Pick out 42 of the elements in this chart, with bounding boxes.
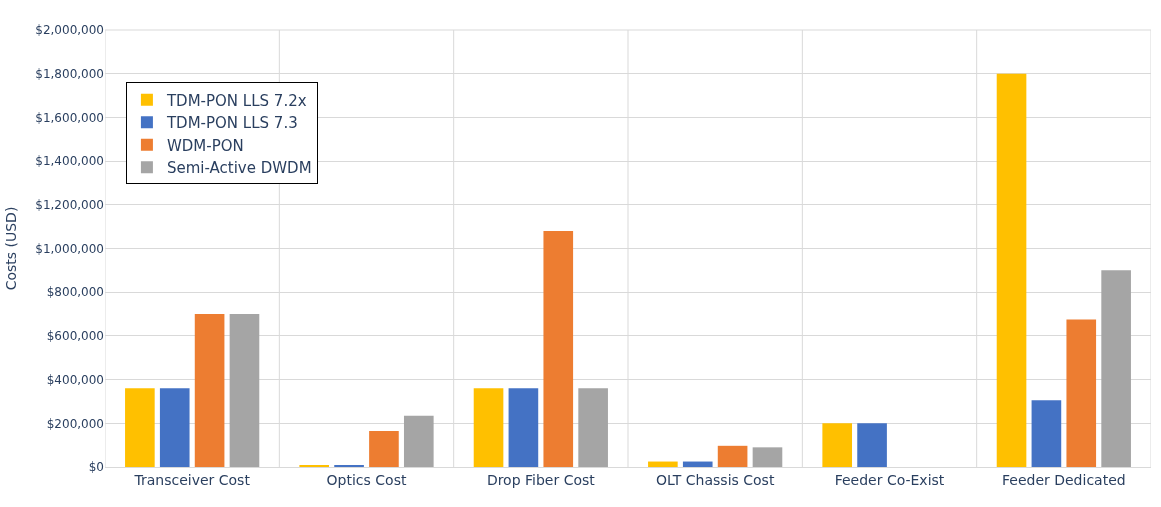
bar bbox=[857, 423, 887, 467]
bar bbox=[194, 314, 225, 467]
x-tick-label: Feeder Co-Exist bbox=[834, 471, 945, 488]
y-axis-title: Costs (USD) bbox=[2, 206, 19, 291]
bar bbox=[996, 73, 1027, 467]
y-tick-label: $1,000,000 bbox=[35, 241, 104, 256]
bar bbox=[508, 388, 539, 467]
bar bbox=[543, 231, 574, 467]
bar bbox=[717, 445, 748, 467]
y-tick-label: $0 bbox=[88, 460, 104, 475]
y-tick-label: $1,200,000 bbox=[35, 198, 104, 212]
x-tick-label: Transceiver Cost bbox=[133, 471, 251, 488]
x-tick-label: Drop Fiber Cost bbox=[486, 471, 596, 488]
y-tick-label: $1,600,000 bbox=[35, 110, 104, 125]
legend-label: TDM-PON LLS 7.3 bbox=[165, 114, 298, 133]
bar bbox=[473, 388, 504, 467]
bar bbox=[752, 447, 783, 467]
bar bbox=[369, 430, 399, 467]
y-tick-label: $400,000 bbox=[46, 372, 104, 387]
y-tick-label: $800,000 bbox=[46, 285, 104, 300]
bar bbox=[1031, 400, 1062, 467]
bar bbox=[822, 423, 853, 467]
legend-label: WDM-PON bbox=[166, 136, 244, 155]
legend-label: Semi-Active DWDM bbox=[166, 159, 312, 178]
bar bbox=[648, 461, 678, 467]
y-tick-label: $200,000 bbox=[46, 416, 104, 431]
y-tick-label: $1,800,000 bbox=[35, 66, 104, 81]
x-tick-label: Feeder Dedicated bbox=[1002, 471, 1126, 488]
bar bbox=[1066, 319, 1097, 467]
y-tick-label: $2,000,000 bbox=[35, 23, 104, 38]
x-tick-label: OLT Chassis Cost bbox=[655, 471, 775, 488]
bar bbox=[682, 461, 713, 467]
bar bbox=[403, 415, 434, 467]
bar bbox=[125, 388, 155, 467]
bar bbox=[229, 314, 260, 467]
bar bbox=[1101, 270, 1131, 467]
bar bbox=[159, 388, 190, 467]
y-tick-label: $600,000 bbox=[46, 329, 104, 344]
bar bbox=[578, 388, 608, 467]
x-tick-label: Optics Cost bbox=[326, 471, 407, 488]
legend-label: TDM-PON LLS 7.2x bbox=[165, 91, 307, 110]
y-tick-label: $1,400,000 bbox=[35, 154, 104, 169]
